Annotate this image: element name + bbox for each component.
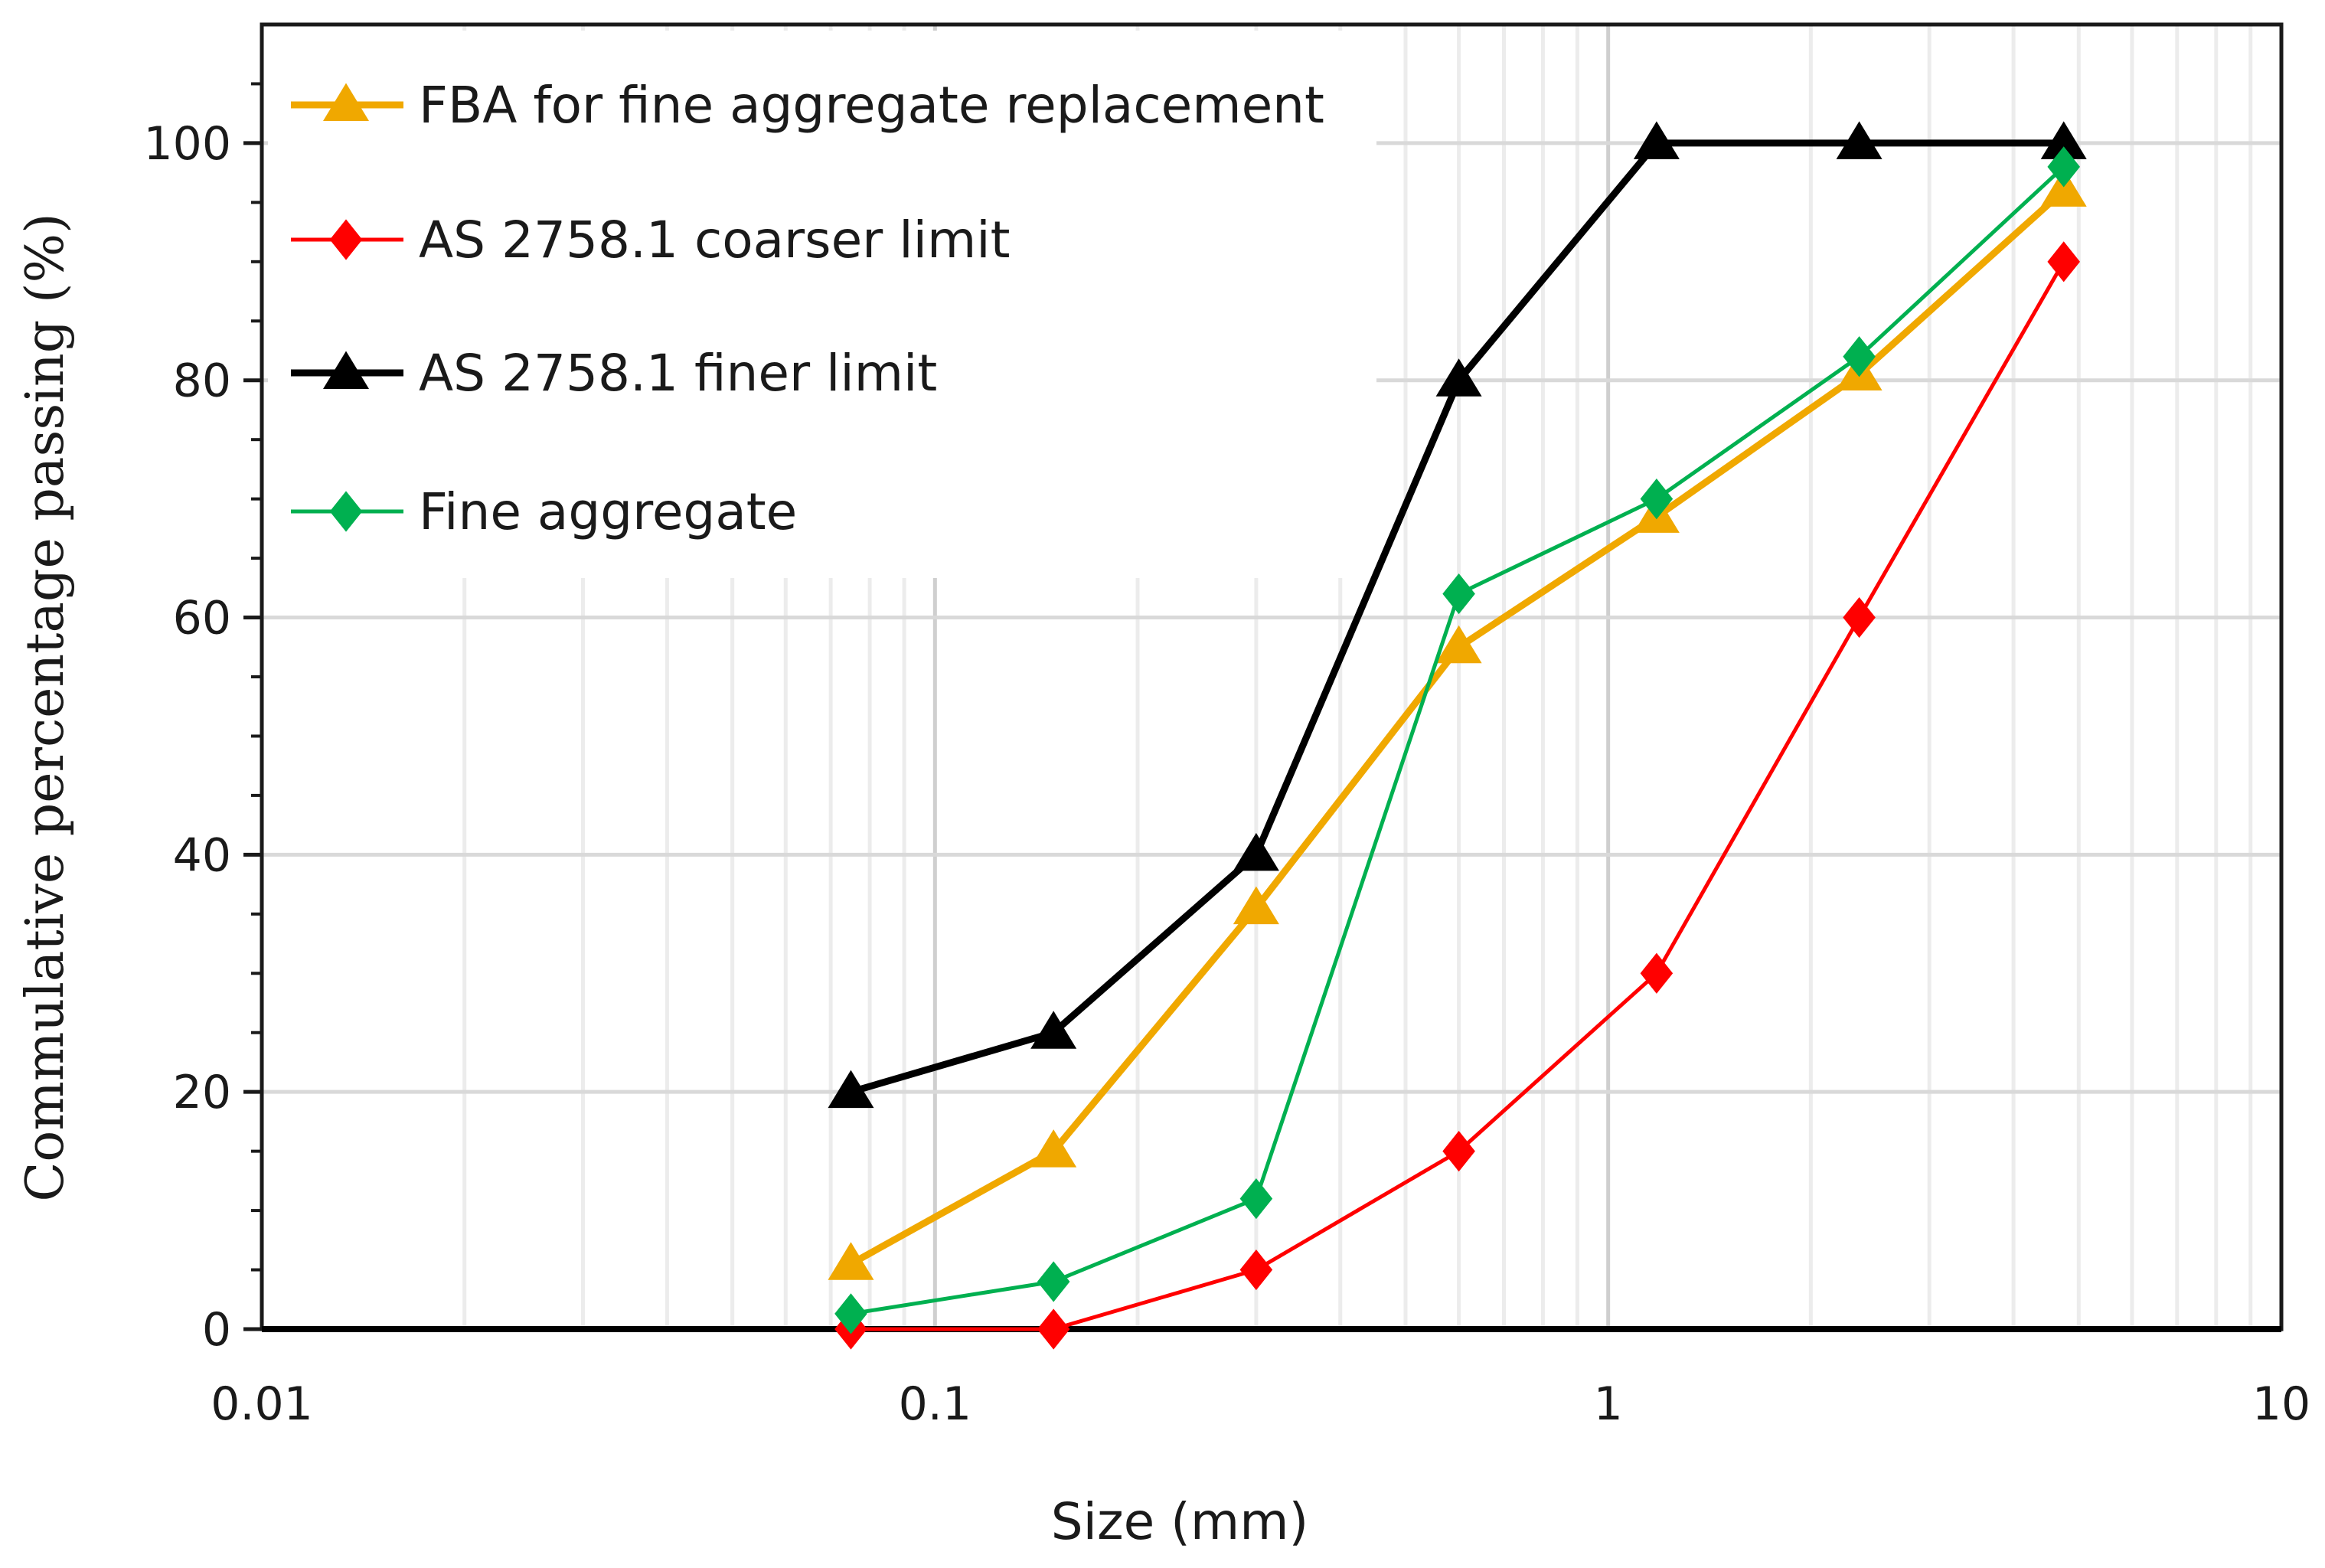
legend-label: AS 2758.1 coarser limit <box>419 211 1010 270</box>
data-point <box>834 1293 867 1334</box>
data-point <box>1435 358 1482 397</box>
data-point <box>2047 241 2080 283</box>
data-point <box>1843 336 1876 377</box>
legend-swatch-marker <box>323 83 369 121</box>
data-point <box>1633 121 1680 159</box>
data-point <box>1239 1249 1273 1291</box>
data-point <box>2047 146 2080 188</box>
data-point <box>1239 1178 1273 1220</box>
x-tick-label: 0.1 <box>899 1377 971 1431</box>
legend-item-3: Fine aggregate <box>291 482 797 541</box>
x-tick-label: 0.01 <box>211 1377 313 1431</box>
legend: FBA for fine aggregate replacement AS 275… <box>291 76 1324 541</box>
legend-label: FBA for fine aggregate replacement <box>419 76 1324 135</box>
data-point <box>1843 596 1876 639</box>
data-point <box>1640 952 1674 994</box>
y-axis-label: Commulative percentage passing (%) <box>15 213 76 1201</box>
series-2 <box>828 121 2087 1109</box>
legend-swatch-marker <box>329 491 363 532</box>
data-point <box>1037 1261 1070 1302</box>
data-point <box>1233 832 1279 871</box>
data-point <box>1640 479 1674 520</box>
data-point <box>1037 1308 1070 1350</box>
legend-label: AS 2758.1 finer limit <box>419 344 937 403</box>
data-point <box>1442 573 1475 615</box>
y-tick-label: 60 <box>173 592 231 645</box>
y-tick-label: 0 <box>202 1303 231 1357</box>
data-point <box>1233 886 1279 925</box>
axes: 0 20 40 60 80 100 0.01 0.1 1 10 <box>143 22 2310 1431</box>
x-axis-label: Size (mm) <box>1051 1492 1309 1551</box>
y-tick-label: 80 <box>173 354 231 408</box>
data-point <box>828 1242 874 1280</box>
data-point <box>1435 625 1482 664</box>
y-tick-label: 40 <box>173 828 231 882</box>
data-point <box>2040 168 2087 207</box>
legend-label: Fine aggregate <box>419 482 797 541</box>
legend-item-1: AS 2758.1 coarser limit <box>291 211 1010 270</box>
data-point <box>1030 1129 1077 1168</box>
series-3 <box>834 146 2080 1334</box>
legend-swatch-marker <box>329 219 363 260</box>
data-point <box>1442 1131 1475 1172</box>
data-point <box>2040 121 2087 159</box>
x-tick-label: 1 <box>1594 1377 1623 1431</box>
y-tick-label: 20 <box>173 1066 231 1119</box>
data-point <box>1030 1011 1077 1049</box>
y-tick-label: 100 <box>143 117 231 171</box>
data-point <box>1836 121 1883 159</box>
legend-item-0: FBA for fine aggregate replacement <box>291 76 1324 135</box>
legend-background <box>268 31 1376 578</box>
data-point <box>828 1070 874 1109</box>
legend-box <box>268 31 1376 578</box>
series-group <box>828 121 2087 1350</box>
legend-item-2: AS 2758.1 finer limit <box>291 344 937 403</box>
x-tick-label: 10 <box>2252 1377 2310 1431</box>
legend-swatch-marker <box>323 351 369 389</box>
